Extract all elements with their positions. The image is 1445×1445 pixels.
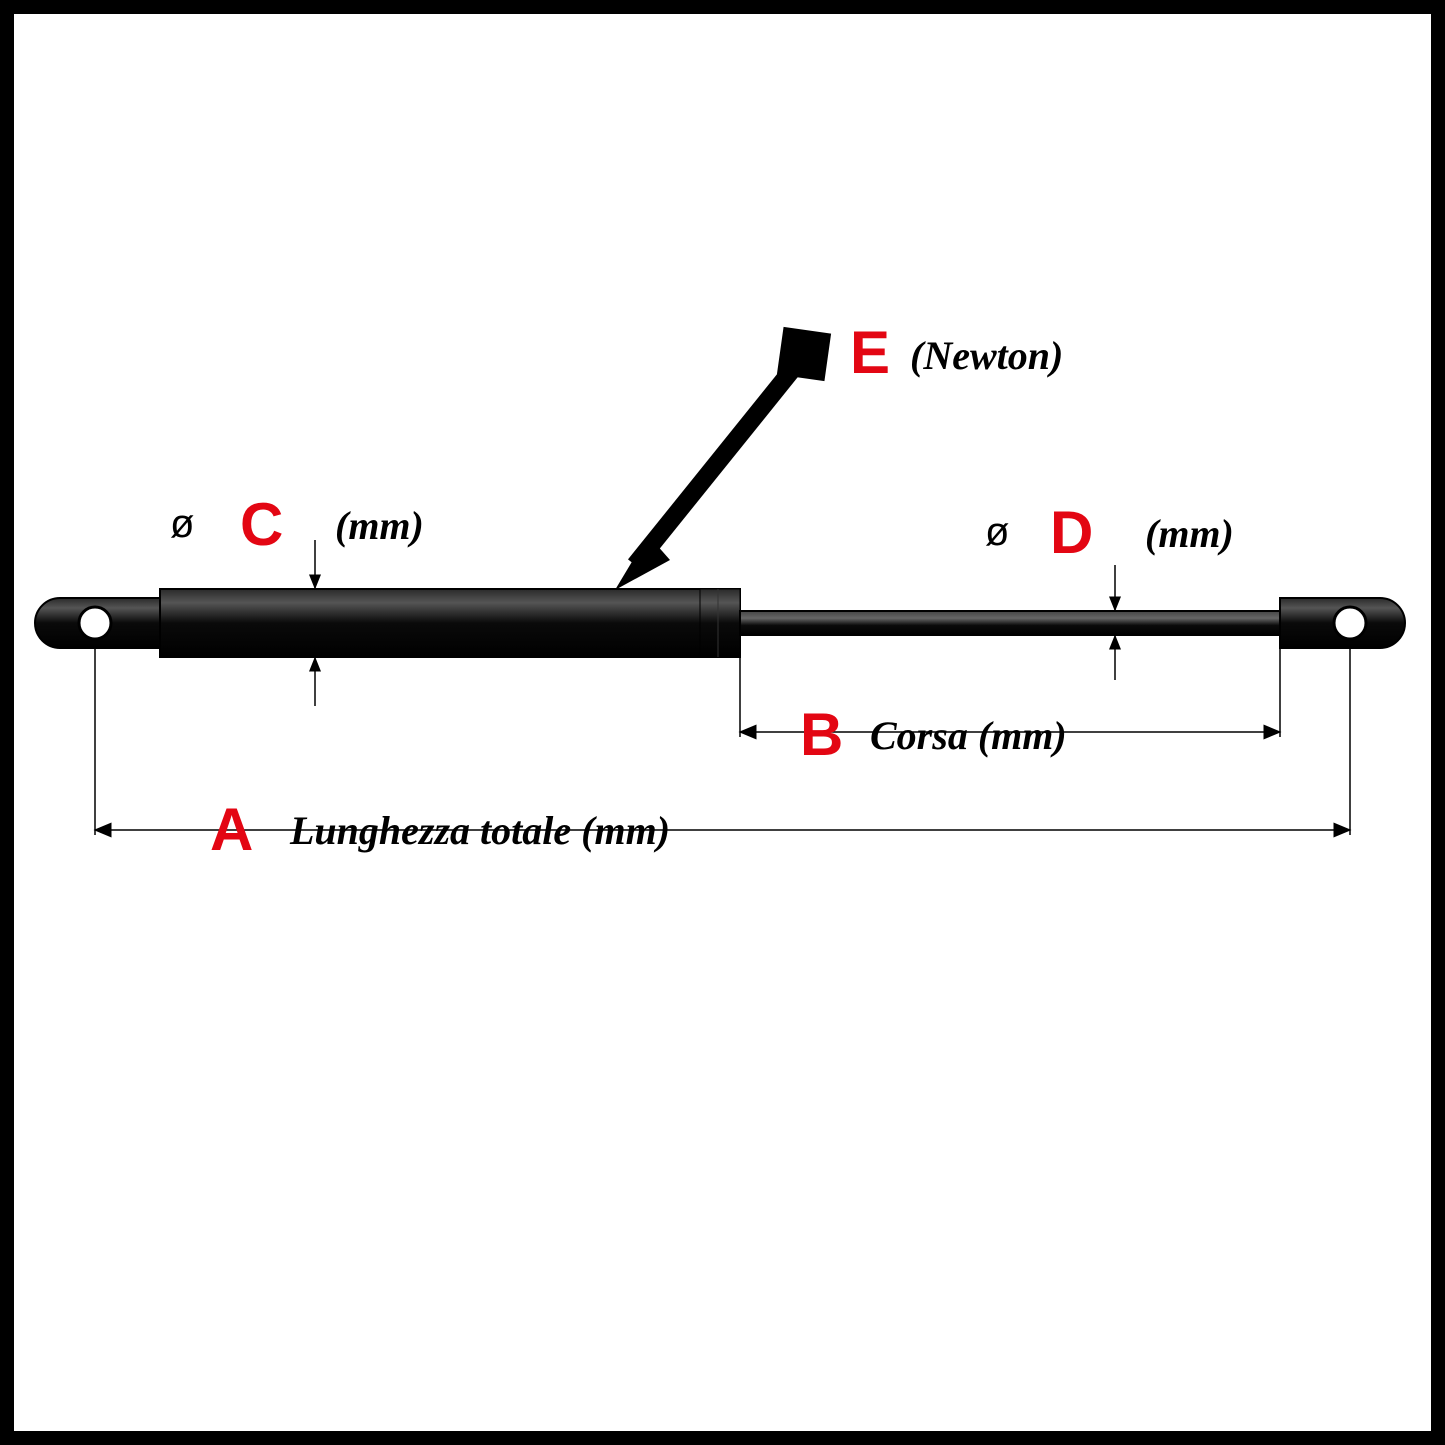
label-B-desc: Corsa (mm) <box>870 712 1067 759</box>
force-arrow-E <box>615 327 831 590</box>
right-eyelet <box>1280 598 1405 648</box>
label-A-letter: A <box>210 795 253 864</box>
strut-body <box>160 589 740 657</box>
dimension-A <box>95 648 1350 835</box>
label-D-letter: D <box>1050 498 1093 567</box>
left-eyelet <box>35 598 160 648</box>
label-C-letter: C <box>240 490 283 559</box>
diameter-symbol-D: ø <box>985 510 1009 555</box>
label-B-letter: B <box>800 700 843 769</box>
label-C-unit: (mm) <box>335 502 424 549</box>
strut-rod <box>740 611 1280 635</box>
gas-strut-drawing <box>0 0 1445 1445</box>
diagram-area: E (Newton) ø C (mm) ø D (mm) B Corsa (mm… <box>0 0 1445 1445</box>
label-A-desc: Lunghezza totale (mm) <box>290 807 670 854</box>
label-E-letter: E <box>850 318 890 387</box>
label-E-unit: (Newton) <box>910 332 1063 379</box>
diameter-symbol-C: ø <box>170 502 194 547</box>
label-D-unit: (mm) <box>1145 510 1234 557</box>
